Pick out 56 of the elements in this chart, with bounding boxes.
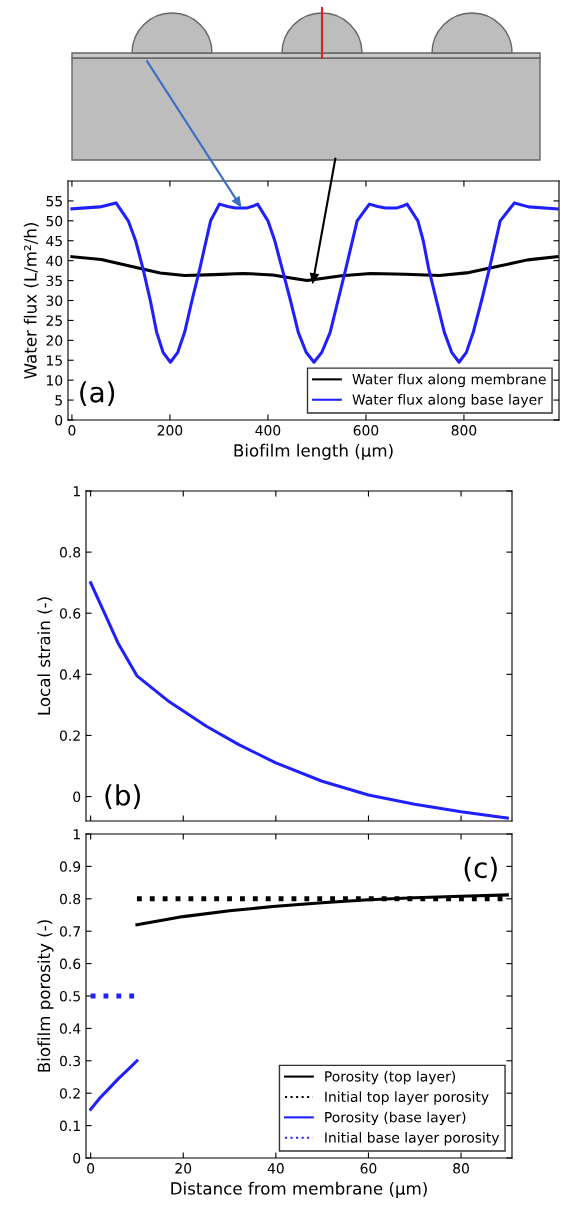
y-tick-label: 0.5 bbox=[59, 990, 80, 1002]
y-axis-title: Local strain (-) bbox=[37, 597, 53, 715]
y-tick-label: 0.8 bbox=[59, 547, 81, 558]
y-tick-label: 1 bbox=[73, 829, 80, 840]
y-tick-label: 0.9 bbox=[59, 861, 81, 872]
line-series bbox=[135, 893, 509, 927]
line-series bbox=[89, 581, 509, 820]
legend-label: Porosity (top layer) bbox=[325, 1070, 455, 1085]
x-tick-label: 80 bbox=[453, 1163, 469, 1174]
y-tick-label: 0.6 bbox=[59, 958, 81, 970]
line-series bbox=[89, 1059, 139, 1111]
line-series bbox=[70, 201, 559, 364]
legend-label: Water flux along membrane bbox=[352, 373, 546, 388]
y-tick-label: 0.7 bbox=[59, 926, 80, 937]
y-tick-label: 0.4 bbox=[59, 669, 81, 680]
y-tick-label: 0.6 bbox=[59, 608, 81, 619]
x-tick-label: 0 bbox=[87, 1163, 95, 1174]
annotation: (b) bbox=[105, 784, 140, 809]
x-tick-label: 800 bbox=[451, 425, 477, 436]
annotation: (a) bbox=[80, 381, 115, 406]
y-tick-label: 40 bbox=[46, 255, 63, 267]
y-tick-label: 0.4 bbox=[59, 1023, 81, 1034]
y-tick-label: 35 bbox=[46, 275, 62, 287]
annotation: (c) bbox=[464, 856, 497, 882]
x-tick-label: 200 bbox=[157, 425, 183, 436]
y-tick-label: 50 bbox=[46, 215, 63, 227]
x-tick-label: 600 bbox=[353, 425, 379, 436]
y-tick-label: 0.2 bbox=[59, 1088, 80, 1099]
y-tick-label: 0.3 bbox=[59, 1055, 81, 1067]
y-tick-label: 5 bbox=[55, 395, 62, 406]
y-tick-label: 0 bbox=[55, 414, 63, 426]
y-tick-label: 1 bbox=[73, 486, 80, 497]
y-tick-label: 0.8 bbox=[59, 893, 81, 905]
y-tick-label: 0 bbox=[73, 1152, 81, 1164]
x-axis-title: Biofilm length (µm) bbox=[234, 443, 393, 460]
x-tick-label: 60 bbox=[360, 1163, 377, 1174]
legend-label: Initial top layer porosity bbox=[325, 1091, 489, 1105]
legend-label: Water flux along base layer bbox=[352, 394, 543, 408]
y-tick-label: 30 bbox=[46, 295, 63, 306]
y-tick-label: 10 bbox=[46, 375, 63, 386]
y-tick-label: 0 bbox=[73, 791, 81, 803]
y-tick-label: 45 bbox=[46, 235, 62, 247]
y-axis-title: Water flux (L/m²/h) bbox=[23, 223, 39, 379]
y-axis-title: Biofilm porosity (-) bbox=[37, 920, 54, 1072]
legend-label: Porosity (base layer) bbox=[325, 1111, 466, 1126]
legend-label: Initial base layer porosity bbox=[325, 1132, 500, 1146]
y-tick-label: 0.2 bbox=[59, 730, 80, 741]
x-axis-title: Distance from membrane (µm) bbox=[171, 1181, 427, 1198]
y-tick-label: 15 bbox=[46, 355, 62, 366]
y-tick-label: 20 bbox=[46, 335, 63, 346]
x-tick-label: 20 bbox=[175, 1163, 192, 1174]
x-tick-label: 400 bbox=[255, 425, 281, 436]
x-tick-label: 40 bbox=[267, 1163, 284, 1174]
y-tick-label: 0.1 bbox=[59, 1120, 80, 1132]
y-tick-label: 25 bbox=[46, 315, 62, 326]
y-tick-label: 55 bbox=[46, 196, 62, 207]
